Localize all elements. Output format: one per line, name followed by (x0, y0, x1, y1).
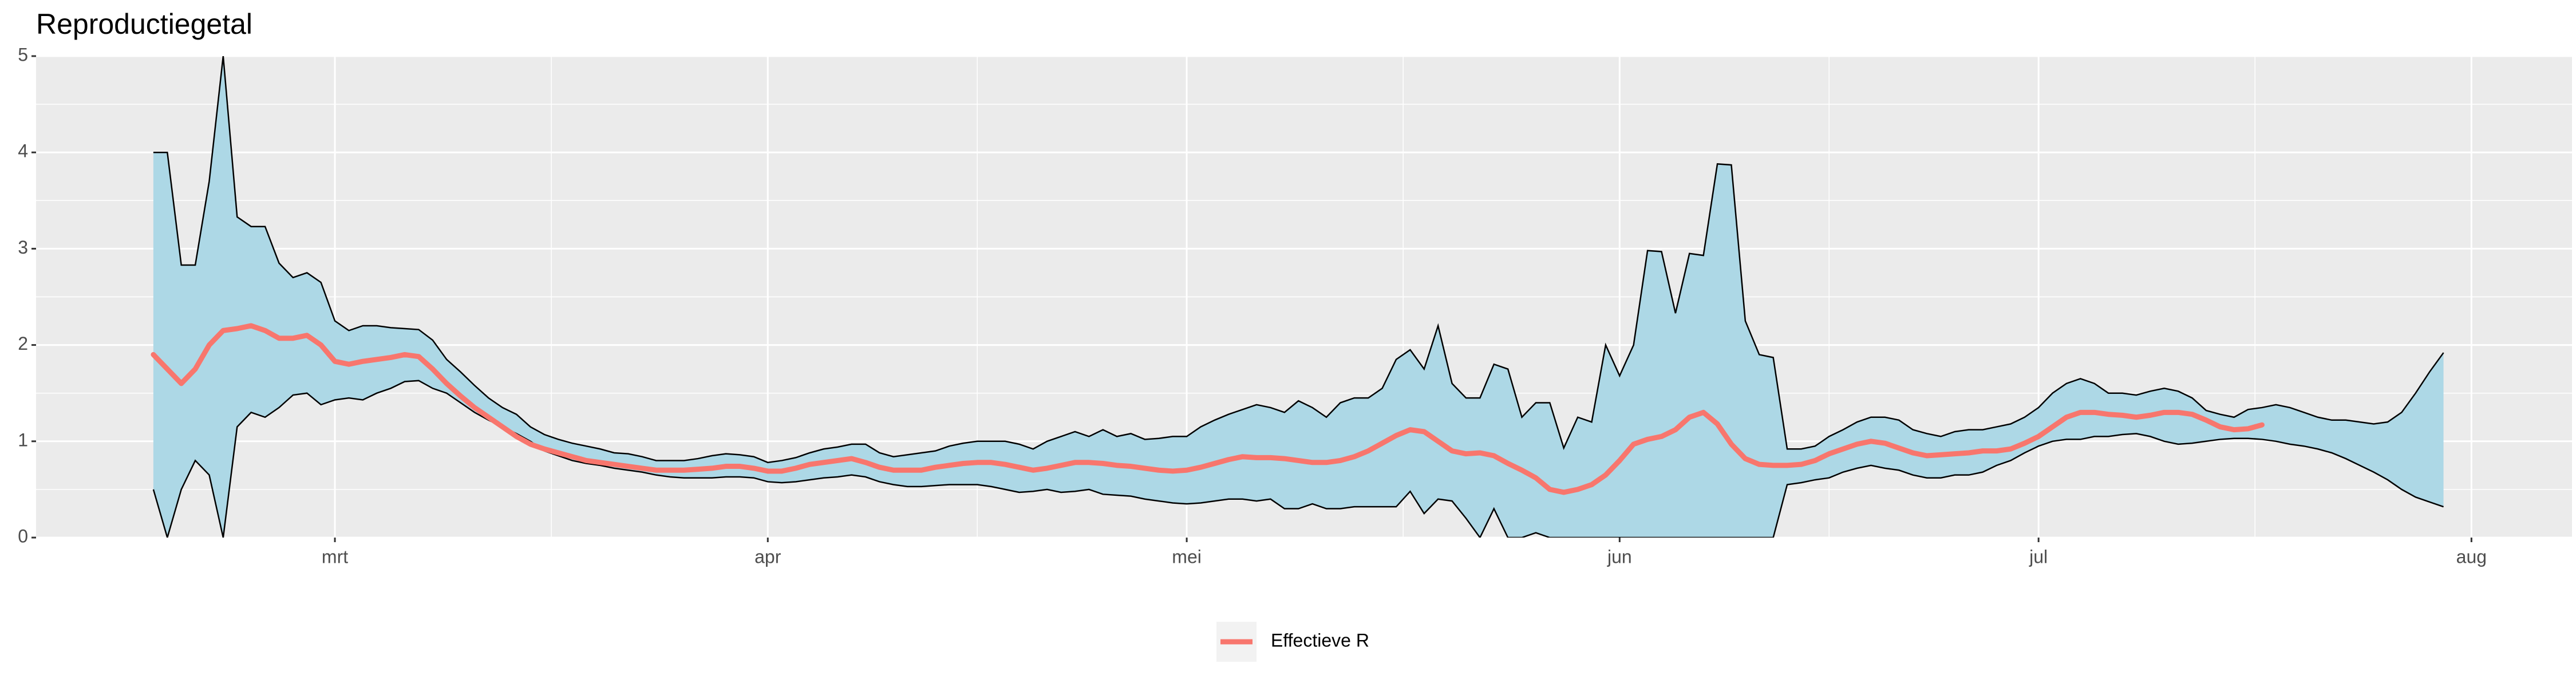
plot-area (151, 56, 2444, 538)
y-tick-label: 5 (18, 44, 28, 65)
legend-label: Effectieve R (1271, 630, 1369, 650)
chart-title: Reproductiegetal (36, 8, 252, 40)
y-tick-label: 1 (18, 429, 28, 450)
axes: 0 1 2 3 4 5 mrt apr mei jun jul aug (18, 44, 2487, 567)
y-tick-label: 0 (18, 526, 28, 546)
y-tick-label: 3 (18, 237, 28, 258)
x-tick-label: mrt (322, 546, 348, 567)
x-tick-label: jun (1607, 546, 1632, 567)
band-upper-edge (153, 56, 2444, 464)
y-tick-label: 4 (18, 141, 28, 161)
x-tick-label: jul (2029, 546, 2048, 567)
line-series (151, 323, 2265, 495)
y-tick-label: 2 (18, 333, 28, 354)
x-tick-label: mei (1172, 546, 1202, 567)
x-tick-label: aug (2456, 546, 2487, 567)
x-tick-label: apr (754, 546, 781, 567)
